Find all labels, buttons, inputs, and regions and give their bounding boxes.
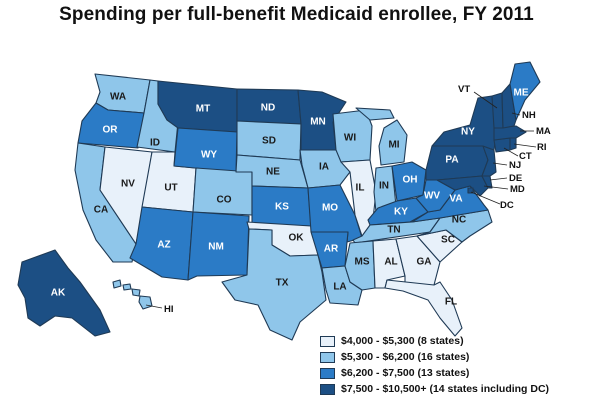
legend: $4,000 - $5,300 (8 states) $5,300 - $6,2… xyxy=(320,334,549,398)
legend-item-tier4: $7,500 - $10,500+ (14 states including D… xyxy=(320,382,549,396)
label-WI: WI xyxy=(344,133,356,144)
label-IL: IL xyxy=(356,183,365,194)
state-TX xyxy=(221,228,327,341)
label-AK: AK xyxy=(51,288,66,299)
label-FL: FL xyxy=(445,297,457,308)
legend-swatch xyxy=(320,351,335,363)
state-OH xyxy=(391,161,427,202)
label-AZ: AZ xyxy=(157,240,170,251)
label-IA: IA xyxy=(319,162,329,173)
label-OH: OH xyxy=(403,175,418,186)
legend-label: $6,200 - $7,500 (13 states) xyxy=(341,367,470,379)
legend-item-tier3: $6,200 - $7,500 (13 states) xyxy=(320,366,549,380)
label-NE: NE xyxy=(266,167,280,178)
label-NM: NM xyxy=(208,242,224,253)
label-LA: LA xyxy=(333,282,346,293)
legend-swatch xyxy=(320,383,335,395)
legend-swatch xyxy=(320,335,335,347)
label-VT: VT xyxy=(458,84,470,95)
map-title: Spending per full-benefit Medicaid enrol… xyxy=(59,4,534,25)
label-WA: WA xyxy=(110,92,126,103)
label-TX: TX xyxy=(276,278,289,289)
label-NV: NV xyxy=(121,179,135,190)
label-KS: KS xyxy=(275,202,289,213)
label-NY: NY xyxy=(461,127,475,138)
label-CO: CO xyxy=(217,195,232,206)
label-WV: WV xyxy=(424,191,440,202)
state-NM xyxy=(187,211,250,281)
label-MN: MN xyxy=(310,117,326,128)
state-CO xyxy=(192,167,253,216)
label-WY: WY xyxy=(201,150,217,161)
label-OR: OR xyxy=(103,125,119,136)
state-NH xyxy=(501,83,517,129)
label-DC: DC xyxy=(500,200,514,211)
label-HI: HI xyxy=(164,304,174,315)
label-NH: NH xyxy=(522,110,536,121)
legend-label: $7,500 - $10,500+ (14 states including D… xyxy=(341,383,550,395)
label-VA: VA xyxy=(449,194,462,205)
label-CT: CT xyxy=(519,151,532,162)
label-ID: ID xyxy=(150,138,160,149)
label-NC: NC xyxy=(452,215,466,226)
label-MA: MA xyxy=(536,126,551,137)
label-ND: ND xyxy=(261,103,275,114)
leader-lines xyxy=(145,91,537,309)
legend-item-tier1: $4,000 - $5,300 (8 states) xyxy=(320,334,549,348)
state-ME xyxy=(509,61,541,121)
state-MI xyxy=(355,107,408,166)
label-MO: MO xyxy=(322,203,338,214)
state-FL xyxy=(384,279,463,337)
label-UT: UT xyxy=(164,183,177,194)
label-MI: MI xyxy=(388,140,399,151)
label-MS: MS xyxy=(355,257,370,268)
label-MD: MD xyxy=(510,184,525,195)
label-DE: DE xyxy=(509,173,522,184)
legend-label: $5,300 - $6,200 (16 states) xyxy=(341,351,470,363)
legend-swatch xyxy=(320,367,335,379)
label-CA: CA xyxy=(94,205,108,216)
label-AR: AR xyxy=(324,244,339,255)
label-RI: RI xyxy=(537,142,547,153)
label-KY: KY xyxy=(394,207,408,218)
label-AL: AL xyxy=(384,257,397,268)
label-SC: SC xyxy=(441,235,455,246)
label-PA: PA xyxy=(445,155,458,166)
state-MA xyxy=(493,125,527,141)
label-NJ: NJ xyxy=(509,160,521,171)
label-OK: OK xyxy=(289,233,305,244)
label-GA: GA xyxy=(417,257,432,268)
label-SD: SD xyxy=(262,136,276,147)
state-OR xyxy=(77,102,145,149)
label-MT: MT xyxy=(196,104,210,115)
state-VT xyxy=(491,92,504,129)
label-TN: TN xyxy=(387,225,400,236)
state-NY xyxy=(431,95,497,151)
state-AK xyxy=(17,249,111,337)
label-ME: ME xyxy=(514,88,529,99)
label-IN: IN xyxy=(379,181,389,192)
legend-label: $4,000 - $5,300 (8 states) xyxy=(341,335,464,347)
legend-item-tier2: $5,300 - $6,200 (16 states) xyxy=(320,350,549,364)
